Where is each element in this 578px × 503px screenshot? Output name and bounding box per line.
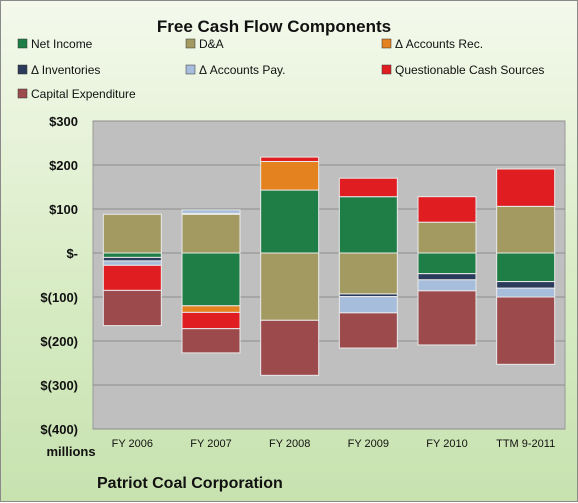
gridlines bbox=[93, 120, 565, 430]
legend-label: Capital Expenditure bbox=[31, 87, 136, 101]
bar-segment bbox=[102, 260, 162, 266]
bar-segment bbox=[417, 279, 477, 292]
x-tick-label: FY 2006 bbox=[112, 438, 153, 450]
legend-swatch bbox=[381, 64, 392, 75]
bar-segment bbox=[496, 168, 556, 207]
y-tick-label: $100 bbox=[49, 202, 78, 217]
legend-label: Δ Accounts Pay. bbox=[199, 63, 286, 77]
bar-segment bbox=[102, 289, 162, 327]
legend-swatch bbox=[17, 64, 28, 75]
bar-segment bbox=[102, 264, 162, 291]
bar-segment bbox=[102, 256, 162, 262]
bar-segment bbox=[417, 290, 477, 346]
x-tick-label: FY 2008 bbox=[269, 438, 310, 450]
legend-swatch bbox=[185, 38, 196, 49]
y-tick-label: $(200) bbox=[40, 334, 78, 349]
plot-area bbox=[92, 120, 566, 430]
legend-label: Net Income bbox=[31, 37, 93, 51]
bar-segment bbox=[181, 252, 241, 307]
bar-segment bbox=[417, 196, 477, 223]
bar-segment bbox=[338, 296, 398, 314]
legend-swatch bbox=[185, 64, 196, 75]
y-tick-label: $(400) bbox=[40, 422, 78, 437]
bar-segment bbox=[260, 156, 320, 162]
bar-segment bbox=[260, 252, 320, 321]
bar-segment bbox=[260, 189, 320, 254]
bar-segment bbox=[496, 287, 556, 298]
legend-swatch bbox=[17, 38, 28, 49]
y-tick-label: $- bbox=[66, 246, 78, 261]
legend: Net Income D&A Δ Accounts Rec. Δ Inventorie… bbox=[17, 37, 544, 101]
bar-segment bbox=[102, 213, 162, 254]
bar-segment bbox=[181, 305, 241, 313]
bar-segment bbox=[417, 221, 477, 254]
bar-segment bbox=[417, 252, 477, 275]
bar-segment bbox=[338, 196, 398, 254]
y-tick-label: $200 bbox=[49, 158, 78, 173]
chart-title: Free Cash Flow Components bbox=[157, 17, 391, 36]
bar-segment bbox=[417, 273, 477, 281]
y-axis-ticks: $300 $200 $100 $- $(100) $(200) $(300) $(400) bbox=[40, 114, 78, 437]
bar-segment bbox=[338, 177, 398, 198]
legend-label: Questionable Cash Sources bbox=[395, 63, 544, 77]
bar-segment bbox=[260, 319, 320, 376]
x-tick-label: FY 2010 bbox=[426, 438, 467, 450]
bar-segment bbox=[496, 281, 556, 289]
y-tick-label: $(300) bbox=[40, 378, 78, 393]
bar-segment bbox=[338, 312, 398, 349]
legend-swatch bbox=[17, 88, 28, 99]
legend-label: Δ Accounts Rec. bbox=[395, 37, 483, 51]
y-tick-label: $(100) bbox=[40, 290, 78, 305]
x-axis-ticks: FY 2006 FY 2007 FY 2008 FY 2009 FY 2010 TTM 9… bbox=[112, 438, 556, 450]
bar-segment bbox=[496, 252, 556, 283]
x-tick-label: TTM 9-2011 bbox=[496, 438, 555, 450]
bar-segment bbox=[181, 209, 241, 214]
y-tick-label: $300 bbox=[49, 114, 78, 129]
bars bbox=[102, 156, 556, 376]
bar-segment bbox=[496, 296, 556, 365]
bar-segment bbox=[496, 205, 556, 254]
bar-segment bbox=[181, 311, 241, 330]
company-name: Patriot Coal Corporation bbox=[97, 475, 283, 492]
legend-swatch bbox=[381, 38, 392, 49]
bar-segment bbox=[181, 328, 241, 354]
bar-segment bbox=[181, 213, 241, 254]
x-tick-label: FY 2009 bbox=[348, 438, 389, 450]
bar-segment bbox=[102, 252, 162, 258]
units-label: millions bbox=[46, 444, 95, 459]
legend-label: Δ Inventories bbox=[31, 63, 100, 77]
legend-label: D&A bbox=[199, 37, 224, 51]
x-tick-label: FY 2007 bbox=[190, 438, 231, 450]
bar-segment bbox=[260, 160, 320, 191]
bar-segment bbox=[338, 252, 398, 295]
